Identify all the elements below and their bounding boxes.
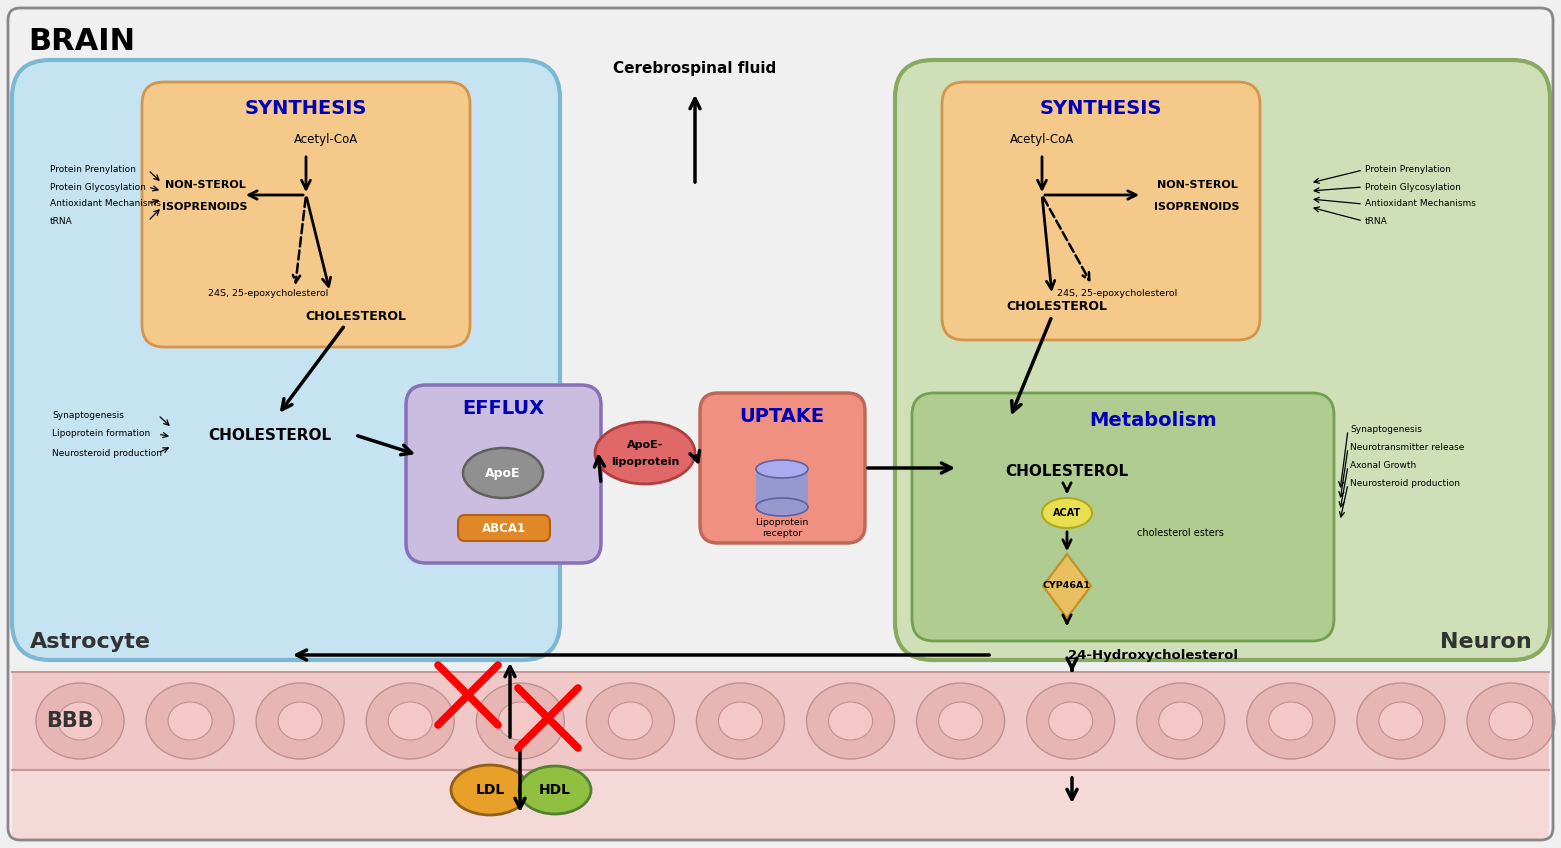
Text: lipoprotein: lipoprotein [610, 457, 679, 467]
Ellipse shape [1247, 683, 1335, 759]
Text: CHOLESTEROL: CHOLESTEROL [1005, 464, 1129, 478]
Ellipse shape [464, 448, 543, 498]
Ellipse shape [807, 683, 894, 759]
Text: EFFLUX: EFFLUX [462, 399, 545, 419]
Text: 24S, 25-epoxycholesterol: 24S, 25-epoxycholesterol [1057, 288, 1177, 298]
Text: BRAIN: BRAIN [28, 27, 134, 57]
FancyBboxPatch shape [894, 60, 1550, 660]
Text: CYP46A1: CYP46A1 [1043, 582, 1091, 590]
Text: Protein Glycosylation: Protein Glycosylation [1364, 182, 1461, 192]
Ellipse shape [1027, 683, 1115, 759]
Text: Astrocyte: Astrocyte [30, 632, 151, 652]
Text: Neurosteroid production: Neurosteroid production [1350, 479, 1460, 488]
Text: Neurotransmitter release: Neurotransmitter release [1350, 444, 1464, 453]
Polygon shape [1043, 554, 1091, 618]
Ellipse shape [476, 683, 565, 759]
Ellipse shape [367, 683, 454, 759]
Bar [12, 672, 1549, 770]
Ellipse shape [696, 683, 785, 759]
Ellipse shape [829, 702, 873, 740]
Text: LDL: LDL [476, 783, 504, 797]
Text: Acetyl-CoA: Acetyl-CoA [293, 133, 357, 147]
Text: Protein Prenylation: Protein Prenylation [1364, 165, 1450, 175]
Ellipse shape [1043, 498, 1093, 528]
Text: Protein Prenylation: Protein Prenylation [50, 165, 136, 175]
Ellipse shape [756, 498, 809, 516]
Ellipse shape [498, 702, 542, 740]
Text: Synaptogenesis: Synaptogenesis [1350, 426, 1422, 434]
Ellipse shape [451, 765, 529, 815]
Text: HDL: HDL [539, 783, 571, 797]
FancyBboxPatch shape [142, 82, 470, 347]
Text: BBB: BBB [45, 711, 94, 731]
Ellipse shape [1158, 702, 1204, 740]
Ellipse shape [718, 702, 762, 740]
Ellipse shape [256, 683, 343, 759]
Text: Antioxidant Mechanisms: Antioxidant Mechanisms [1364, 199, 1475, 209]
FancyBboxPatch shape [457, 515, 549, 541]
Text: Neuron: Neuron [1441, 632, 1531, 652]
Ellipse shape [1489, 702, 1533, 740]
Text: Synaptogenesis: Synaptogenesis [52, 410, 123, 420]
Ellipse shape [1467, 683, 1555, 759]
Ellipse shape [916, 683, 1005, 759]
Text: 24S, 25-epoxycholesterol: 24S, 25-epoxycholesterol [208, 288, 328, 298]
Text: NON-STEROL: NON-STEROL [164, 180, 245, 190]
Text: CHOLESTEROL: CHOLESTEROL [209, 427, 331, 443]
Text: tRNA: tRNA [1364, 216, 1388, 226]
Text: Axonal Growth: Axonal Growth [1350, 461, 1416, 471]
Ellipse shape [389, 702, 432, 740]
Text: SYNTHESIS: SYNTHESIS [245, 98, 367, 118]
Text: SYNTHESIS: SYNTHESIS [1040, 98, 1163, 118]
Text: CHOLESTEROL: CHOLESTEROL [1007, 300, 1107, 314]
Ellipse shape [169, 702, 212, 740]
FancyBboxPatch shape [912, 393, 1335, 641]
Ellipse shape [1357, 683, 1445, 759]
Text: Lipoprotein formation: Lipoprotein formation [52, 429, 150, 438]
Text: UPTAKE: UPTAKE [740, 408, 824, 427]
Ellipse shape [595, 422, 695, 484]
Bar [756, 469, 809, 507]
Bar [12, 770, 1549, 840]
Text: ISOPRENOIDS: ISOPRENOIDS [162, 202, 248, 212]
Text: Metabolism: Metabolism [1090, 410, 1218, 429]
Text: ApoE-: ApoE- [628, 440, 663, 450]
Text: Cerebrospinal fluid: Cerebrospinal fluid [613, 60, 777, 75]
Ellipse shape [58, 702, 101, 740]
Text: 24-Hydroxycholesterol: 24-Hydroxycholesterol [1068, 649, 1238, 661]
Ellipse shape [1378, 702, 1424, 740]
Text: tRNA: tRNA [50, 216, 73, 226]
Text: Protein Glycosylation: Protein Glycosylation [50, 182, 145, 192]
FancyBboxPatch shape [941, 82, 1260, 340]
Ellipse shape [756, 460, 809, 478]
FancyBboxPatch shape [12, 60, 560, 660]
Text: Acetyl-CoA: Acetyl-CoA [1010, 133, 1074, 147]
Text: NON-STEROL: NON-STEROL [1157, 180, 1238, 190]
Text: cholesterol esters: cholesterol esters [1136, 528, 1224, 538]
Text: ACAT: ACAT [1052, 508, 1082, 518]
FancyBboxPatch shape [699, 393, 865, 543]
Ellipse shape [147, 683, 234, 759]
Ellipse shape [587, 683, 674, 759]
Ellipse shape [278, 702, 322, 740]
Text: Antioxidant Mechanisms: Antioxidant Mechanisms [50, 199, 161, 209]
Text: Lipoprotein
receptor: Lipoprotein receptor [756, 518, 809, 538]
Ellipse shape [1269, 702, 1313, 740]
FancyBboxPatch shape [406, 385, 601, 563]
Ellipse shape [1136, 683, 1225, 759]
Text: ABCA1: ABCA1 [482, 522, 526, 534]
Text: Neurosteroid production: Neurosteroid production [52, 449, 162, 458]
Text: CHOLESTEROL: CHOLESTEROL [306, 310, 406, 322]
Ellipse shape [1049, 702, 1093, 740]
Text: ISOPRENOIDS: ISOPRENOIDS [1154, 202, 1239, 212]
Ellipse shape [36, 683, 123, 759]
Text: ApoE: ApoE [485, 466, 521, 479]
Ellipse shape [609, 702, 652, 740]
Ellipse shape [518, 766, 592, 814]
Ellipse shape [938, 702, 982, 740]
